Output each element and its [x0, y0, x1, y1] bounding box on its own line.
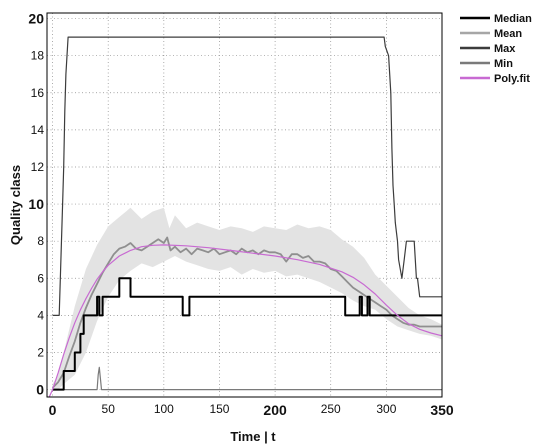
- y-tick-label: 14: [31, 123, 45, 137]
- legend-label-mean: Mean: [494, 28, 522, 40]
- y-tick-label: 20: [28, 11, 44, 27]
- x-tick-label: 250: [321, 402, 341, 416]
- series-layer: [48, 36, 443, 398]
- legend: Median Mean Max Min Poly.fit: [460, 13, 532, 85]
- y-tick-label: 18: [31, 49, 45, 63]
- tick-labels: 0 50 100 150 200 250 300 350 0 2 4 6 8 10 12 14 16 18 20: [28, 11, 453, 418]
- x-tick-label: 50: [102, 402, 116, 416]
- series-line-median: [52, 277, 442, 391]
- x-tick-label: 150: [209, 402, 229, 416]
- variability-band: [52, 207, 442, 390]
- plot-frame: [46, 12, 443, 398]
- x-tick-label: 350: [430, 402, 454, 418]
- y-tick-label: 2: [37, 345, 44, 359]
- spread-band: [52, 207, 442, 390]
- x-tick-label: 200: [263, 402, 287, 418]
- y-tick-label: 8: [37, 234, 44, 248]
- series-line-min: [52, 366, 442, 391]
- legend-label-poly-fit: Poly.fit: [494, 73, 530, 85]
- y-tick-label: 6: [37, 271, 44, 285]
- legend-label-max: Max: [494, 43, 516, 55]
- series-line-poly-fit: [48, 244, 443, 398]
- grid: [47, 13, 443, 397]
- x-tick-label: 100: [154, 402, 174, 416]
- series-line-max: [52, 36, 442, 316]
- y-tick-label: 10: [28, 196, 44, 212]
- x-tick-label: 0: [49, 402, 57, 418]
- y-tick-label: 16: [31, 86, 45, 100]
- legend-label-median: Median: [494, 13, 532, 25]
- x-tick-label: 300: [376, 402, 396, 416]
- y-axis-label: Quality class: [8, 165, 23, 245]
- legend-label-min: Min: [494, 58, 513, 70]
- y-tick-label: 12: [31, 160, 45, 174]
- y-tick-label: 0: [36, 382, 44, 398]
- y-tick-label: 4: [37, 308, 44, 322]
- x-axis-label: Time | t: [230, 429, 276, 444]
